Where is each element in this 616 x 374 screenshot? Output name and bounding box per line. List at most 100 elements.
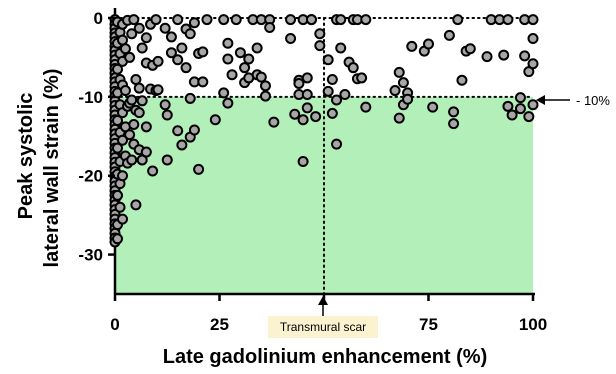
data-point xyxy=(427,101,439,113)
data-point xyxy=(184,92,196,104)
x-tick-label: 25 xyxy=(210,315,229,334)
data-point xyxy=(527,58,539,70)
data-point xyxy=(114,201,126,213)
data-point xyxy=(117,213,129,225)
data-point xyxy=(527,33,539,45)
threshold-annotation: - 10% xyxy=(536,93,610,108)
y-tick-label: -20 xyxy=(78,167,103,186)
data-point xyxy=(234,47,246,59)
y-tick-label: 0 xyxy=(94,9,103,28)
data-point xyxy=(481,51,493,63)
x-tick-label: 100 xyxy=(519,315,547,334)
data-point xyxy=(397,77,409,89)
data-point xyxy=(502,100,514,112)
data-point xyxy=(112,189,124,201)
data-point xyxy=(297,114,309,126)
data-point xyxy=(209,114,221,126)
data-point xyxy=(126,154,138,166)
data-point xyxy=(136,42,148,54)
data-point xyxy=(140,121,152,133)
data-point xyxy=(222,37,234,49)
data-point xyxy=(218,14,230,26)
data-point xyxy=(259,80,271,92)
x-tick-label: 75 xyxy=(419,315,438,334)
data-point xyxy=(188,124,200,136)
data-point xyxy=(172,54,184,66)
data-point xyxy=(456,74,468,86)
data-point xyxy=(448,118,460,130)
data-point xyxy=(519,50,531,62)
data-point xyxy=(119,43,131,55)
data-point xyxy=(112,115,124,127)
y-tick-label: -10 xyxy=(78,88,103,107)
data-point xyxy=(152,84,164,96)
data-point xyxy=(393,66,405,78)
data-point xyxy=(180,62,192,74)
data-point xyxy=(301,72,313,84)
data-point xyxy=(172,14,184,26)
threshold-label: - 10% xyxy=(576,93,610,108)
data-point xyxy=(184,28,196,40)
data-point xyxy=(172,125,184,137)
data-point xyxy=(222,53,234,65)
data-point xyxy=(402,93,414,105)
data-point xyxy=(389,85,401,97)
data-point xyxy=(360,101,372,113)
data-point xyxy=(331,138,343,150)
data-point xyxy=(335,42,347,54)
data-point xyxy=(112,63,124,75)
data-point xyxy=(264,21,276,33)
data-point xyxy=(502,14,514,26)
data-point xyxy=(161,154,173,166)
data-point xyxy=(126,94,138,106)
data-point xyxy=(523,111,535,123)
data-point xyxy=(335,14,347,26)
data-point xyxy=(443,29,455,41)
data-point xyxy=(297,156,309,168)
data-point xyxy=(230,14,242,26)
data-point xyxy=(128,118,140,130)
data-point xyxy=(322,54,334,66)
data-point xyxy=(117,34,129,46)
data-point xyxy=(326,74,338,86)
data-point xyxy=(124,51,136,63)
data-point xyxy=(251,42,263,54)
data-point xyxy=(406,40,418,52)
data-point xyxy=(218,87,230,99)
data-point xyxy=(133,82,145,94)
data-point xyxy=(506,109,518,121)
data-point xyxy=(285,33,297,45)
data-point xyxy=(339,88,351,100)
data-point xyxy=(133,22,145,34)
data-point xyxy=(152,55,164,67)
data-point xyxy=(136,95,148,107)
data-point xyxy=(130,74,142,86)
data-point xyxy=(305,14,317,26)
data-point xyxy=(133,107,145,119)
data-point xyxy=(301,88,313,100)
transmural-label: Transmural scar xyxy=(280,320,366,334)
data-point xyxy=(314,28,326,40)
data-point xyxy=(239,62,251,74)
data-point xyxy=(331,94,343,106)
data-point xyxy=(147,165,159,177)
data-point xyxy=(322,85,334,97)
data-point xyxy=(255,71,267,83)
data-point xyxy=(165,31,177,43)
data-point xyxy=(448,106,460,118)
data-point xyxy=(140,146,152,158)
data-point xyxy=(140,32,152,44)
data-point xyxy=(117,170,129,182)
data-point xyxy=(360,14,372,26)
data-point xyxy=(176,139,188,151)
data-point xyxy=(268,116,280,128)
data-point xyxy=(188,17,200,29)
transmural-annotation: Transmural scar xyxy=(268,296,378,338)
data-point xyxy=(259,90,271,102)
data-point xyxy=(159,22,171,34)
y-axis-title-line1: Peak systolic xyxy=(15,93,37,220)
data-point xyxy=(197,46,209,58)
data-point xyxy=(130,199,142,211)
data-point xyxy=(423,38,434,50)
